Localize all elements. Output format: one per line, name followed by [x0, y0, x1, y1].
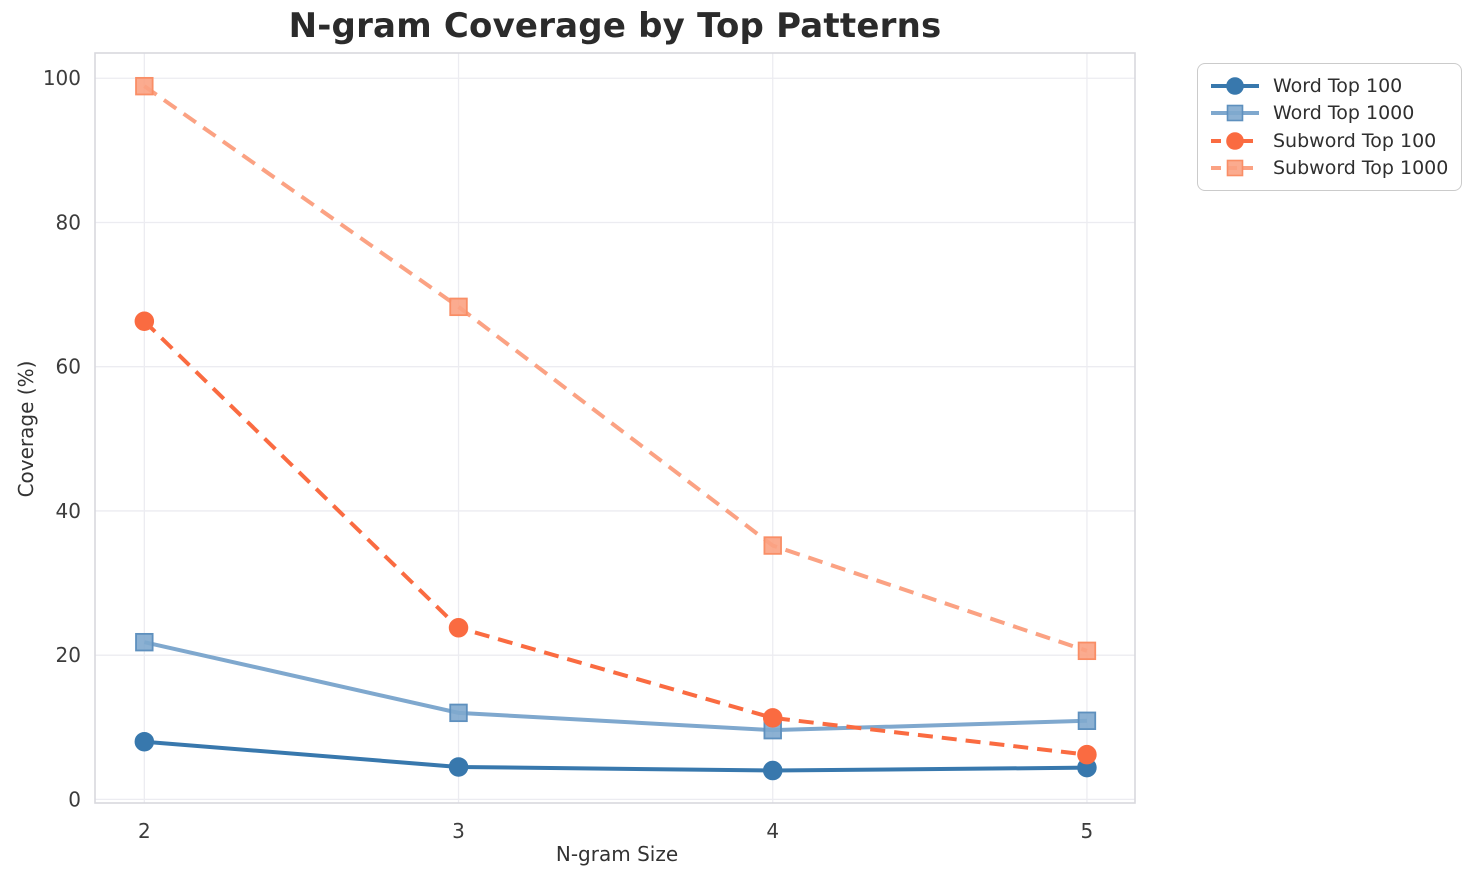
data-point-marker	[134, 731, 155, 752]
legend-item-word-top-100: Word Top 100	[1210, 72, 1449, 100]
x-tick-label: 2	[138, 819, 151, 843]
x-axis-label: N-gram Size	[555, 842, 679, 866]
data-point-marker	[448, 757, 469, 777]
legend-item-subword-top-1000: Subword Top 1000	[1210, 155, 1449, 183]
data-point-marker	[1077, 744, 1097, 765]
data-point-marker	[762, 708, 783, 728]
legend: Word Top 100 Word Top 1000 Subword Top 100…	[1197, 63, 1462, 191]
legend-sample	[1211, 76, 1259, 95]
legend-sample	[1211, 159, 1259, 177]
series-line	[142, 319, 1088, 757]
tick-labels: 2 3 4 5 0 20 40 60 80 100	[43, 66, 1093, 843]
legend-item-subword-top-100: Subword Top 100	[1210, 127, 1449, 155]
legend-label: Subword Top 1000	[1273, 157, 1449, 180]
y-tick-label: 40	[56, 499, 81, 523]
data-point-marker	[135, 632, 154, 652]
series-subword-top-1000	[135, 76, 1097, 661]
chart-title: N-gram Coverage by Top Patterns	[288, 6, 942, 46]
data-point-marker	[135, 76, 154, 96]
data-point-marker	[1077, 641, 1097, 661]
plot-frame	[94, 52, 1136, 804]
data-point-marker	[449, 297, 468, 317]
series-word-top-100	[134, 731, 1097, 781]
data-point-marker	[762, 760, 783, 781]
legend-sample	[1211, 104, 1259, 122]
x-tick-label: 4	[766, 819, 779, 843]
data-point-marker	[1077, 711, 1097, 730]
y-tick-label: 100	[43, 66, 81, 90]
legend-label: Word Top 100	[1273, 74, 1403, 97]
legend-item-word-top-1000: Word Top 1000	[1210, 100, 1449, 128]
x-tick-label: 5	[1081, 819, 1094, 843]
data-point-marker	[763, 536, 782, 555]
series-word-top-1000	[135, 632, 1097, 740]
data-point-marker	[449, 703, 468, 723]
y-tick-label: 60	[56, 355, 81, 379]
square-marker-icon	[1226, 104, 1244, 122]
y-tick-label: 20	[56, 643, 81, 667]
legend-label: Word Top 1000	[1273, 102, 1415, 125]
data-point-marker	[134, 311, 155, 332]
series-line	[143, 84, 1088, 653]
square-marker-icon	[1226, 159, 1244, 177]
legend-label: Subword Top 100	[1273, 129, 1437, 152]
series-line	[144, 739, 1087, 773]
x-tick-label: 3	[452, 819, 465, 843]
gridlines	[95, 53, 1135, 803]
legend-sample	[1211, 131, 1259, 150]
data-point-marker	[448, 618, 469, 638]
series-subword-top-100	[134, 311, 1097, 765]
y-tick-label: 80	[56, 210, 81, 234]
y-tick-label: 0	[68, 787, 81, 811]
series-line	[143, 640, 1087, 733]
circle-marker-icon	[1226, 76, 1244, 95]
circle-marker-icon	[1226, 131, 1244, 150]
